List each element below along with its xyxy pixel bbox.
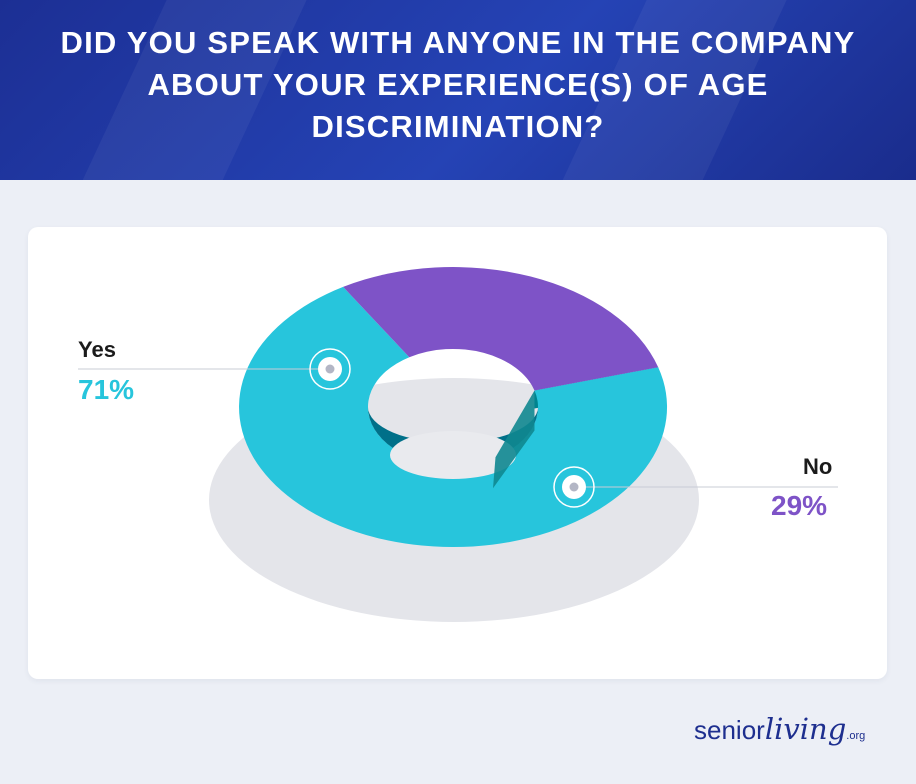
legend-label-yes: Yes — [78, 337, 116, 362]
legend-label-no: No — [803, 454, 833, 479]
slice-top-no — [343, 267, 659, 391]
marker-no-center — [569, 482, 579, 492]
marker-yes-center — [325, 364, 335, 374]
logo-living: living — [764, 712, 847, 746]
logo-org: .org — [846, 730, 866, 742]
donut-hole-wall-no — [493, 390, 535, 489]
logo-senior: senior — [694, 715, 765, 745]
slice-top-yes — [239, 286, 668, 548]
marker-no-ring — [553, 466, 595, 508]
donut-hole-floor — [390, 431, 516, 479]
header-banner: DID YOU SPEAK WITH ANYONE IN THE COMPANY… — [0, 0, 916, 180]
legend-value-no: 29% — [771, 490, 828, 521]
chart-title: DID YOU SPEAK WITH ANYONE IN THE COMPANY… — [60, 25, 856, 144]
seniorliving-logo: seniorliving.org — [694, 712, 894, 752]
legend-value-yes: 71% — [78, 374, 135, 405]
marker-yes-ring — [309, 348, 351, 390]
